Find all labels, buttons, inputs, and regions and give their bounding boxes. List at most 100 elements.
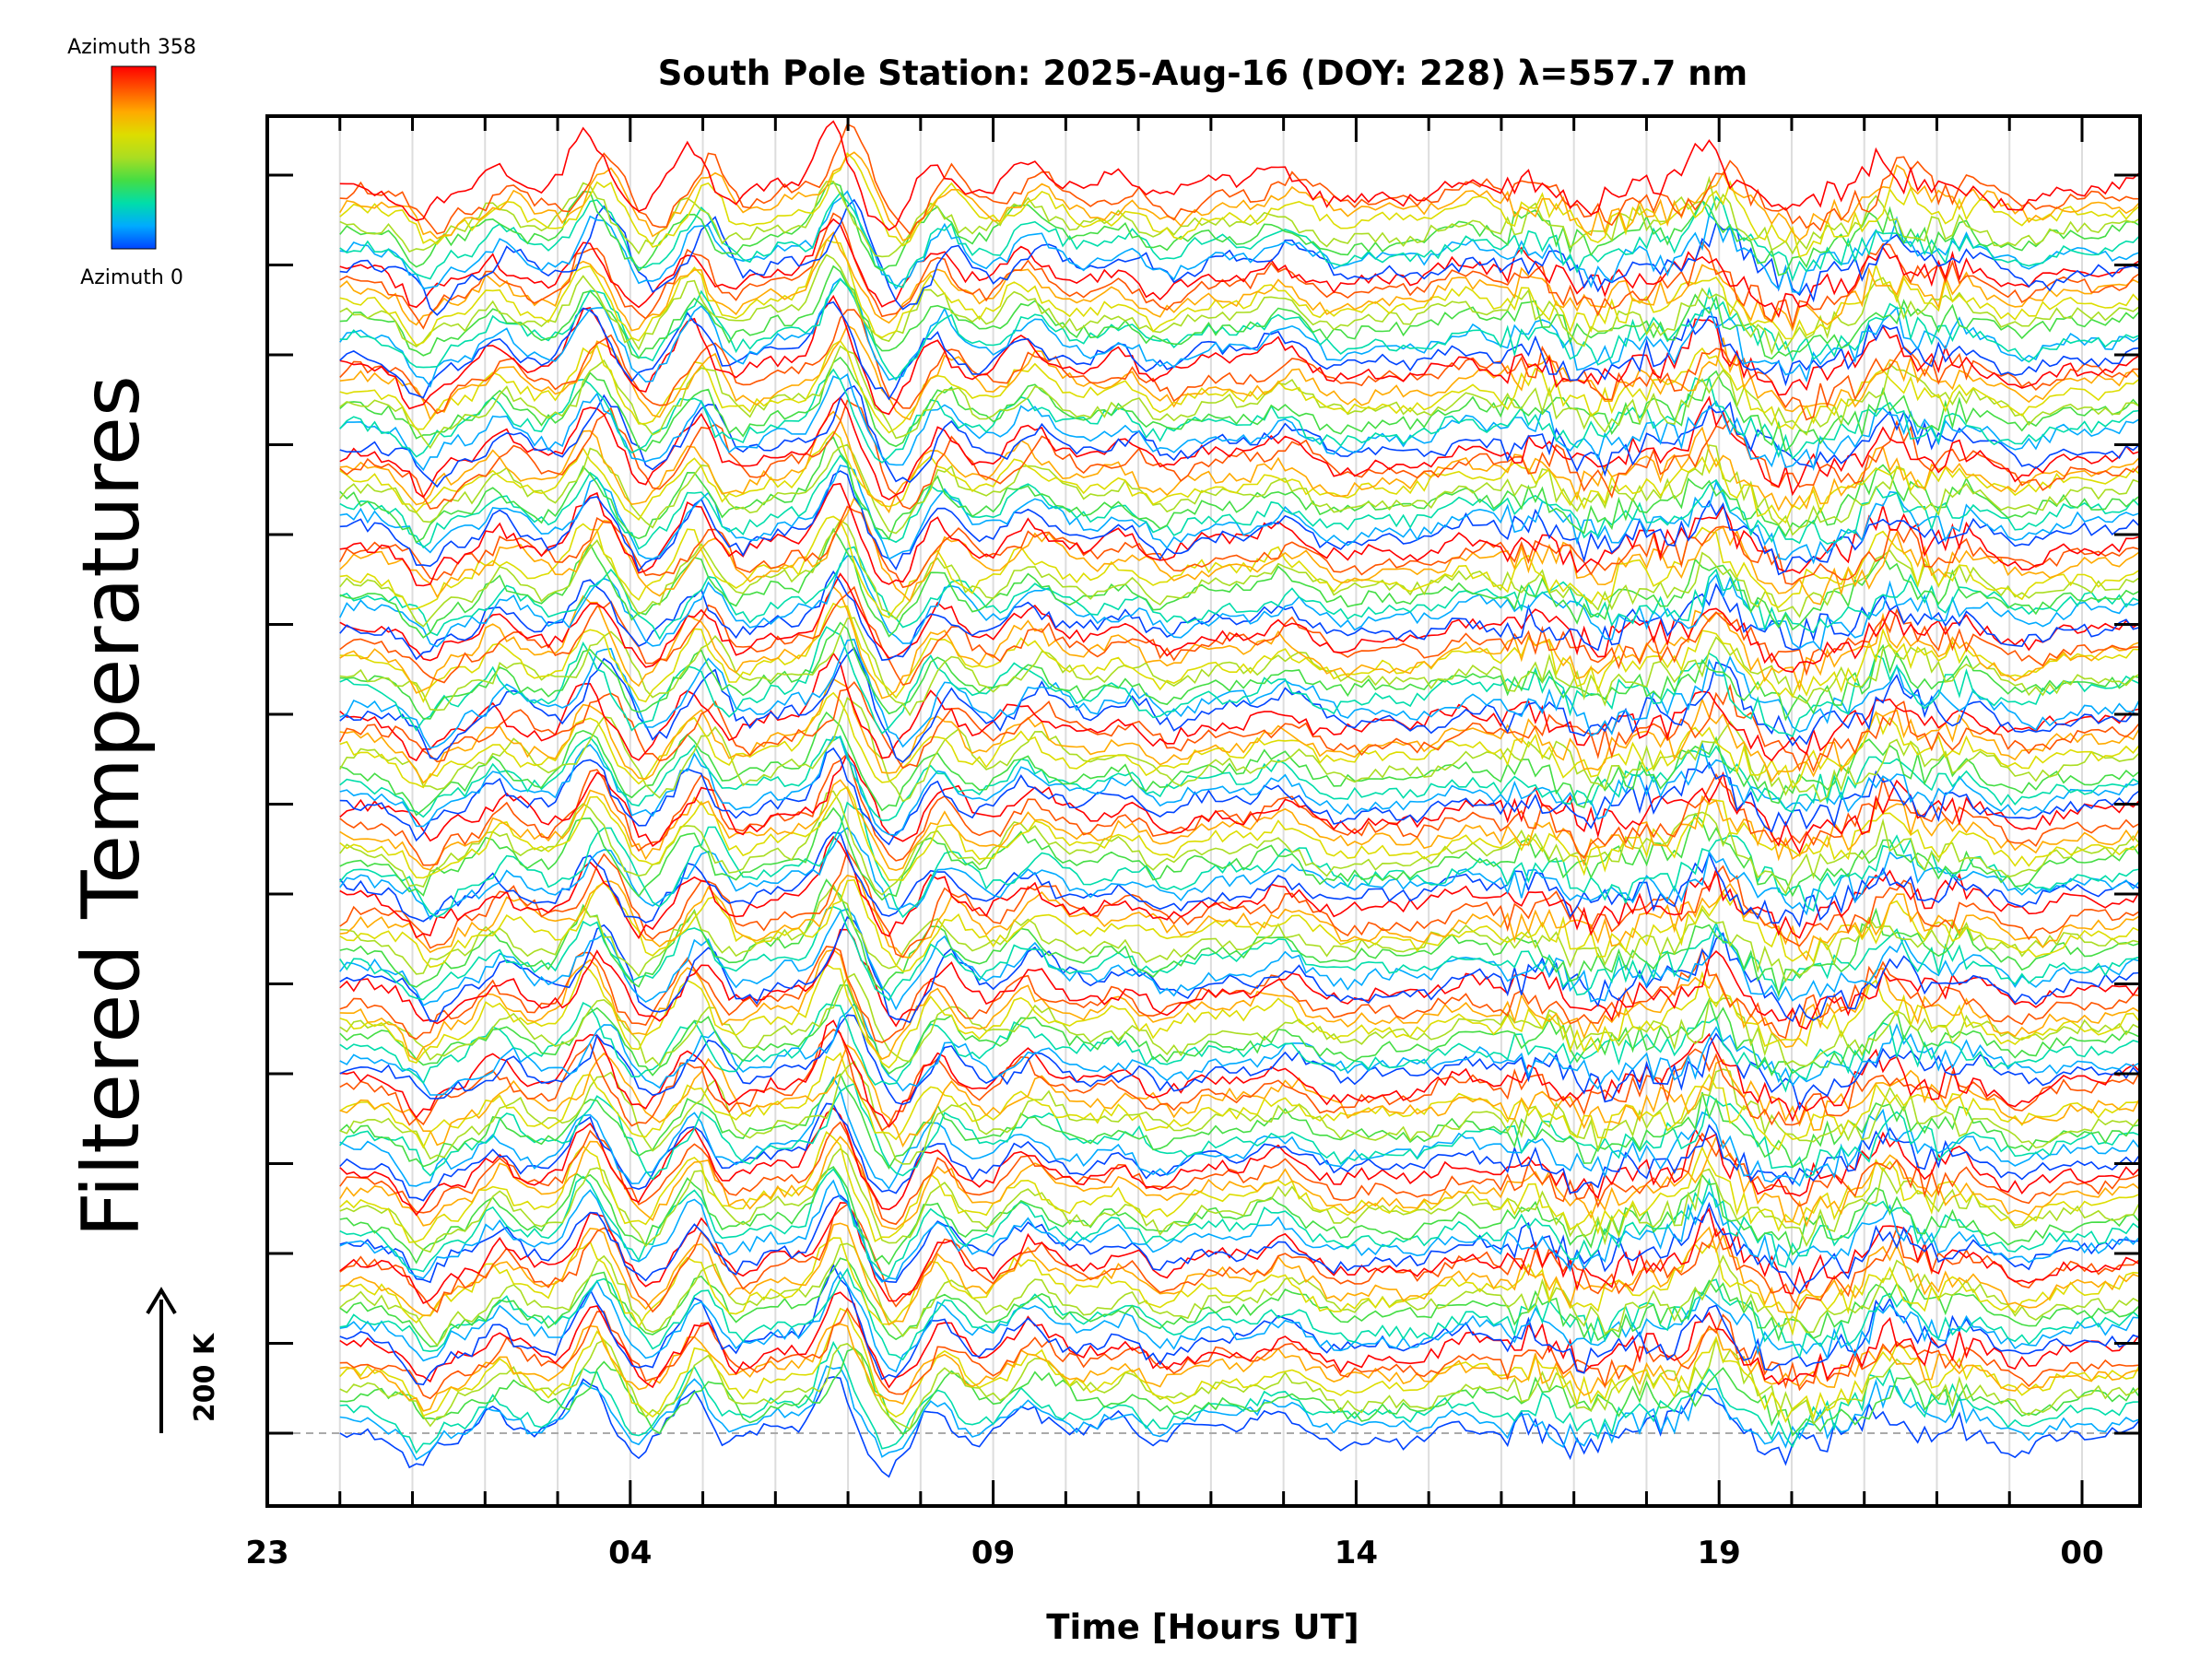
temperature-trace: [339, 1166, 2141, 1265]
temperature-trace: [339, 546, 2141, 641]
temperature-trace: [339, 1107, 2141, 1217]
temperature-trace: [339, 1376, 2141, 1478]
temperature-trace: [339, 946, 2141, 1043]
temperature-trace: [339, 1340, 2141, 1454]
temperature-trace: [339, 874, 2141, 961]
temperature-trace: [339, 239, 2141, 347]
temperature-trace: [339, 621, 2141, 722]
x-axis-label: Time [Hours UT]: [1046, 1607, 1359, 1647]
temperature-traces: [339, 120, 2141, 1478]
temperature-trace: [339, 218, 2141, 319]
temperature-trace: [339, 482, 2141, 587]
x-tick-label: 14: [1335, 1535, 1378, 1571]
temperature-trace: [339, 1076, 2141, 1190]
temperature-trace: [339, 151, 2141, 241]
temperature-trace: [339, 831, 2141, 928]
temperature-trace: [339, 519, 2141, 628]
temperature-trace: [339, 585, 2141, 686]
temperature-trace: [339, 801, 2141, 919]
y-axis-label: Filtered Temperatures: [65, 375, 158, 1238]
temperature-trace: [339, 626, 2141, 738]
temperature-trace: [339, 373, 2141, 472]
temperature-trace: [339, 191, 2141, 288]
temperature-trace: [339, 570, 2141, 662]
temperature-trace: [339, 123, 2140, 236]
temperature-trace: [339, 505, 2141, 589]
temperature-trace: [339, 1003, 2141, 1096]
temperature-trace: [339, 1242, 2141, 1347]
temperature-trace: [339, 984, 2141, 1077]
temperature-trace: [339, 527, 2141, 639]
temperature-trace: [339, 878, 2141, 998]
temperature-trace: [339, 182, 2141, 276]
temperature-trace: [339, 1014, 2141, 1112]
temperature-trace: [339, 1179, 2141, 1283]
temperature-trace: [339, 294, 2141, 416]
temperature-trace: [339, 602, 2141, 703]
temperature-trace: [339, 1335, 2141, 1430]
temperature-trace: [339, 430, 2141, 524]
colorbar: Azimuth 358 Azimuth 0: [67, 36, 196, 289]
temperature-trace: [339, 465, 2141, 565]
scale-bar-arrowhead: [146, 1287, 177, 1315]
temperature-trace: [339, 198, 2141, 316]
colorbar-bottom-label: Azimuth 0: [80, 266, 183, 289]
temperature-trace: [339, 1135, 2141, 1230]
colorbar-gradient: [111, 65, 157, 250]
temperature-trace: [339, 585, 2141, 700]
temperature-trace: [339, 395, 2141, 500]
temperature-trace: [339, 1365, 2141, 1461]
temperature-trace: [339, 152, 2141, 258]
temperature-trace: [339, 1194, 2141, 1295]
temperature-trace: [339, 1029, 2141, 1132]
temperature-trace: [339, 1082, 2141, 1181]
temperature-trace: [339, 652, 2141, 762]
temperature-trace: [339, 906, 2141, 1002]
temperature-trace: [339, 1270, 2141, 1373]
temperature-trace: [339, 752, 2141, 866]
temperature-trace: [339, 399, 2141, 511]
temperature-trace: [339, 253, 2141, 356]
plot-frame: [265, 114, 2142, 1508]
temperature-trace: [339, 646, 2141, 763]
temperature-trace: [339, 300, 2141, 401]
y-ticks: [267, 173, 2140, 1435]
temperature-trace: [339, 1147, 2141, 1253]
temperature-trace: [339, 747, 2141, 846]
x-tick-label: 04: [608, 1535, 652, 1571]
temperature-trace: [339, 1307, 2141, 1424]
temperature-trace: [339, 436, 2141, 544]
temperature-trace: [339, 1202, 2141, 1305]
x-tick-label: 19: [1698, 1535, 1741, 1571]
chart-title: South Pole Station: 2025-Aug-16 (DOY: 22…: [658, 53, 1747, 93]
temperature-trace: [339, 345, 2141, 450]
temperature-trace: [339, 1001, 2141, 1093]
temperature-trace: [339, 1291, 2141, 1389]
temperature-trace: [339, 963, 2141, 1069]
temperature-trace: [339, 324, 2141, 421]
x-tick-label: 09: [971, 1535, 1015, 1571]
temperature-trace: [339, 470, 2141, 576]
temperature-trace: [339, 915, 2141, 1024]
temperature-trace: [339, 680, 2141, 773]
colorbar-top-label: Azimuth 358: [67, 36, 196, 59]
temperature-trace: [339, 1267, 2141, 1361]
temperature-trace: [339, 277, 2141, 388]
temperature-trace: [339, 1102, 2141, 1202]
temperature-trace: [339, 1257, 2141, 1347]
temperature-trace: [339, 677, 2141, 784]
temperature-trace: [339, 212, 2141, 330]
temperature-trace: [339, 790, 2141, 896]
temperature-trace: [339, 735, 2141, 822]
temperature-trace: [339, 1043, 2141, 1148]
temperature-trace: [339, 265, 2141, 360]
temperature-trace: [339, 1222, 2141, 1326]
temperature-trace: [339, 806, 2141, 901]
temperature-trace: [339, 410, 2141, 514]
temperature-trace: [339, 697, 2141, 803]
temperature-trace: [339, 908, 2141, 1011]
temperature-trace: [339, 1347, 2141, 1437]
x-ticks: 23 04 09 14 19 00: [245, 116, 2104, 1571]
temperature-trace: [339, 190, 2141, 294]
